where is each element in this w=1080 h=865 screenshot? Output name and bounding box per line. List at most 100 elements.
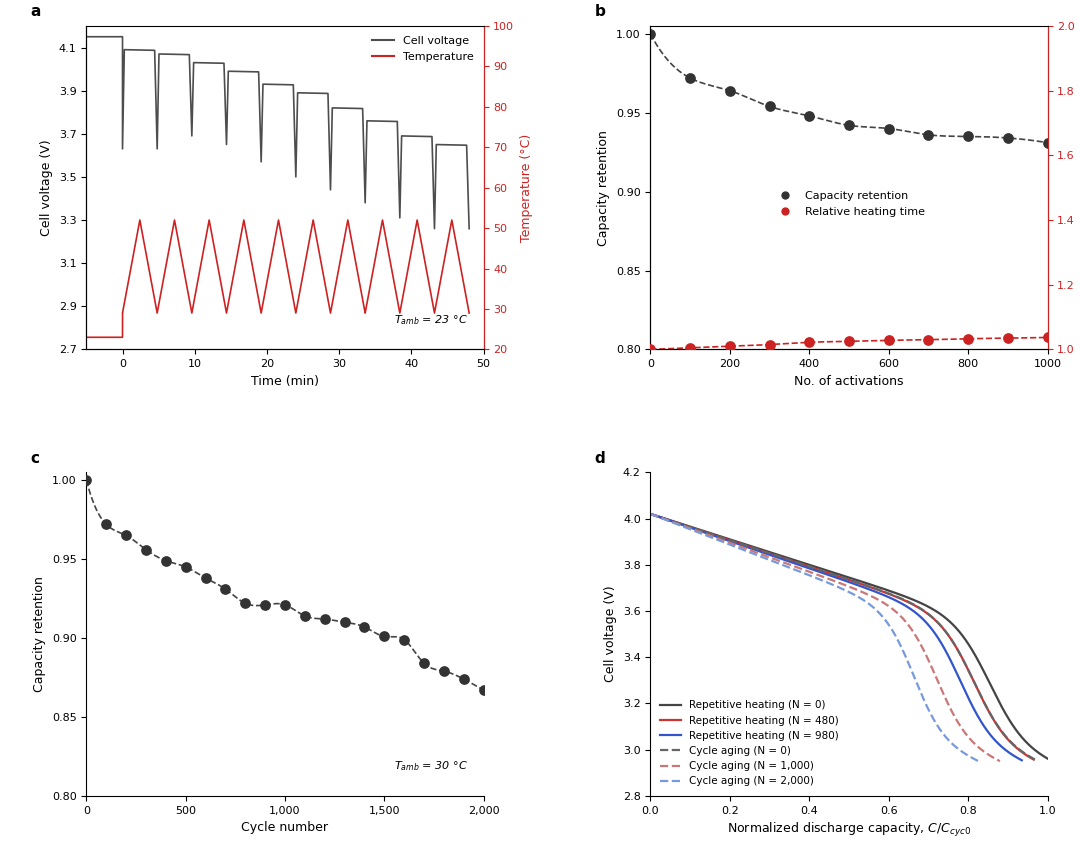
Point bbox=[681, 71, 699, 85]
Cycle aging (N = 0) bbox=[960, 661, 973, 671]
Cycle aging (N = 1,000) bbox=[833, 578, 846, 588]
Cycle aging (N = 1,000) bbox=[985, 752, 998, 762]
Repetitive heating (N = 480) bbox=[958, 657, 971, 668]
Cycle aging (N = 0) bbox=[644, 509, 657, 519]
Point bbox=[296, 609, 313, 623]
Point bbox=[435, 664, 453, 678]
Repetitive heating (N = 980) bbox=[823, 570, 836, 580]
Point bbox=[475, 683, 492, 697]
Point bbox=[959, 332, 976, 346]
Cycle aging (N = 0) bbox=[827, 569, 840, 580]
Legend: Repetitive heating (N = 0), Repetitive heating (N = 480), Repetitive heating (N : Repetitive heating (N = 0), Repetitive h… bbox=[656, 696, 842, 791]
Point bbox=[800, 109, 818, 123]
Point bbox=[237, 596, 254, 610]
Point bbox=[880, 122, 897, 136]
Point bbox=[78, 473, 95, 487]
Repetitive heating (N = 980) bbox=[948, 663, 961, 674]
Repetitive heating (N = 480) bbox=[851, 578, 864, 588]
Y-axis label: Temperature (°C): Temperature (°C) bbox=[519, 133, 532, 242]
Point bbox=[336, 615, 353, 629]
Repetitive heating (N = 0) bbox=[833, 569, 846, 580]
Point bbox=[376, 630, 393, 644]
Repetitive heating (N = 980) bbox=[644, 509, 657, 519]
Line: Repetitive heating (N = 480): Repetitive heating (N = 480) bbox=[650, 514, 1034, 759]
Text: c: c bbox=[31, 451, 40, 465]
Cycle aging (N = 2,000) bbox=[966, 753, 978, 763]
Cycle aging (N = 1,000) bbox=[930, 674, 943, 684]
Repetitive heating (N = 0) bbox=[970, 651, 983, 662]
Point bbox=[800, 336, 818, 349]
Cycle aging (N = 2,000) bbox=[802, 570, 815, 580]
Cycle aging (N = 1,000) bbox=[852, 586, 865, 596]
Repetitive heating (N = 480) bbox=[1027, 754, 1040, 765]
Cycle aging (N = 2,000) bbox=[800, 569, 813, 580]
Legend: Cell voltage, Temperature: Cell voltage, Temperature bbox=[367, 31, 478, 66]
Point bbox=[256, 598, 273, 612]
Point bbox=[395, 632, 413, 646]
Point bbox=[721, 84, 739, 98]
Text: $T_{amb}$ = 23 °C: $T_{amb}$ = 23 °C bbox=[394, 313, 468, 327]
Text: b: b bbox=[595, 4, 606, 19]
X-axis label: No. of activations: No. of activations bbox=[794, 375, 904, 388]
Repetitive heating (N = 480) bbox=[1018, 749, 1031, 759]
Line: Cycle aging (N = 0): Cycle aging (N = 0) bbox=[650, 514, 1036, 760]
Cycle aging (N = 0) bbox=[1020, 749, 1032, 759]
Text: a: a bbox=[31, 4, 41, 19]
Point bbox=[316, 612, 334, 626]
Point bbox=[681, 341, 699, 355]
Point bbox=[642, 343, 659, 356]
Point bbox=[959, 130, 976, 144]
Point bbox=[642, 27, 659, 41]
Cycle aging (N = 2,000) bbox=[840, 586, 853, 596]
Line: Repetitive heating (N = 980): Repetitive heating (N = 980) bbox=[650, 514, 1022, 760]
Point bbox=[840, 119, 858, 132]
Repetitive heating (N = 480) bbox=[872, 585, 885, 595]
Cycle aging (N = 0) bbox=[874, 585, 887, 595]
Point bbox=[880, 333, 897, 347]
Cycle aging (N = 0) bbox=[829, 570, 842, 580]
Point bbox=[761, 337, 779, 351]
Point bbox=[1039, 136, 1056, 150]
Cycle aging (N = 1,000) bbox=[810, 569, 823, 580]
Text: d: d bbox=[595, 451, 606, 465]
Point bbox=[355, 620, 373, 634]
Repetitive heating (N = 0) bbox=[835, 570, 848, 580]
Cycle aging (N = 2,000) bbox=[644, 509, 657, 519]
Cycle aging (N = 2,000) bbox=[822, 578, 835, 588]
Repetitive heating (N = 980) bbox=[865, 585, 878, 595]
Point bbox=[217, 582, 234, 596]
Repetitive heating (N = 0) bbox=[1041, 753, 1054, 764]
Legend: Capacity retention, Relative heating time: Capacity retention, Relative heating tim… bbox=[769, 187, 929, 221]
Repetitive heating (N = 980) bbox=[821, 569, 834, 580]
Point bbox=[761, 99, 779, 113]
Cycle aging (N = 1,000) bbox=[994, 756, 1007, 766]
Text: $T_{amb}$ = 30 °C: $T_{amb}$ = 30 °C bbox=[394, 759, 468, 773]
Repetitive heating (N = 480) bbox=[644, 509, 657, 519]
Repetitive heating (N = 980) bbox=[1007, 750, 1020, 760]
Point bbox=[97, 517, 114, 531]
Y-axis label: Cell voltage (V): Cell voltage (V) bbox=[40, 139, 53, 236]
Cycle aging (N = 2,000) bbox=[973, 757, 986, 767]
Point bbox=[920, 333, 937, 347]
Point bbox=[1039, 330, 1056, 344]
Cycle aging (N = 2,000) bbox=[914, 687, 927, 697]
Line: Cycle aging (N = 2,000): Cycle aging (N = 2,000) bbox=[650, 514, 980, 762]
Repetitive heating (N = 480) bbox=[828, 570, 841, 580]
X-axis label: Time (min): Time (min) bbox=[251, 375, 319, 388]
Cycle aging (N = 1,000) bbox=[644, 509, 657, 519]
Y-axis label: Capacity retention: Capacity retention bbox=[33, 576, 46, 692]
Repetitive heating (N = 0) bbox=[880, 585, 893, 595]
Point bbox=[920, 128, 937, 142]
Repetitive heating (N = 980) bbox=[845, 578, 858, 588]
Point bbox=[840, 335, 858, 349]
Repetitive heating (N = 0) bbox=[644, 509, 657, 519]
Point bbox=[999, 131, 1016, 145]
Line: Cycle aging (N = 1,000): Cycle aging (N = 1,000) bbox=[650, 514, 1000, 761]
Point bbox=[177, 560, 194, 573]
Line: Repetitive heating (N = 0): Repetitive heating (N = 0) bbox=[650, 514, 1048, 759]
Point bbox=[721, 339, 739, 353]
Point bbox=[118, 529, 135, 542]
Repetitive heating (N = 980) bbox=[1015, 755, 1028, 766]
X-axis label: Normalized discharge capacity, $C/C_{cyc0}$: Normalized discharge capacity, $C/C_{cyc… bbox=[727, 821, 971, 839]
Repetitive heating (N = 0) bbox=[1031, 747, 1044, 758]
